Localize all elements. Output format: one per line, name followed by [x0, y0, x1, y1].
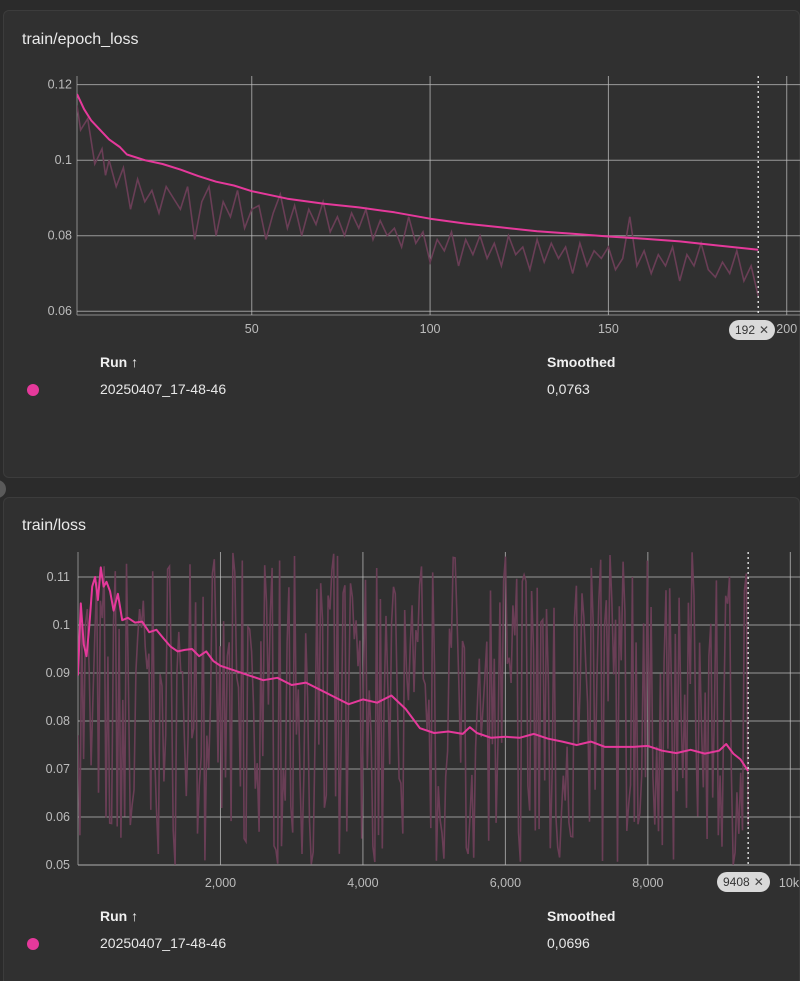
- run-color-dot: [27, 384, 39, 396]
- y-tick-label: 0.06: [46, 810, 70, 824]
- run-name: 20250407_17-48-46: [100, 935, 227, 951]
- y-tick-label: 0.09: [46, 666, 70, 680]
- run-header-label: Run: [100, 354, 128, 370]
- smoothed-value: 0,0763: [547, 381, 590, 397]
- smoothed-value: 0,0696: [547, 935, 590, 951]
- y-tick-label: 0.11: [47, 570, 70, 584]
- x-tick-label: 150: [598, 322, 619, 336]
- y-tick-label: 0.1: [53, 618, 70, 632]
- run-color-dot: [27, 938, 39, 950]
- y-tick-label: 0.08: [46, 714, 70, 728]
- hover-step-pill[interactable]: 192 ✕: [729, 320, 776, 340]
- legend-run-header[interactable]: Run ↑: [100, 354, 138, 370]
- sort-arrow-icon: ↑: [131, 908, 139, 924]
- raw-series-line: [77, 105, 759, 297]
- x-tick-label: 4,000: [347, 876, 378, 890]
- x-tick-label: 2,000: [205, 876, 236, 890]
- x-tick-label: 100: [420, 322, 441, 336]
- run-name: 20250407_17-48-46: [100, 381, 227, 397]
- run-header-label: Run: [100, 908, 128, 924]
- x-tick-label: 6,000: [490, 876, 521, 890]
- smoothed-series-line: [77, 93, 759, 251]
- chart-card-loss: train/loss 0.11 0.1 0.09 0.08 0.07 0.06 0.05 2,…: [3, 497, 800, 981]
- hover-step-value: 192: [735, 323, 756, 337]
- x-tick-label: 50: [245, 322, 259, 336]
- y-tick-label: 0.05: [46, 858, 70, 872]
- y-tick-label: 0.07: [46, 762, 70, 776]
- close-icon[interactable]: ✕: [753, 875, 764, 889]
- legend-smoothed-header: Smoothed: [547, 354, 616, 370]
- chart-title: train/epoch_loss: [22, 31, 139, 48]
- sort-arrow-icon: ↑: [131, 354, 139, 370]
- hover-step-value: 9408: [723, 875, 750, 889]
- close-icon[interactable]: ✕: [759, 323, 770, 337]
- hover-step-pill[interactable]: 9408 ✕: [717, 872, 770, 892]
- chart-title: train/loss: [22, 517, 87, 534]
- panel-resize-handle[interactable]: [0, 480, 6, 498]
- loss-chart[interactable]: 0.11 0.1 0.09 0.08 0.07 0.06 0.05 2,000 4,000 6,0…: [4, 498, 800, 898]
- x-tick-label: 200: [776, 322, 797, 336]
- raw-series-line: [78, 552, 749, 865]
- y-tick-label: 0.06: [48, 304, 72, 318]
- x-tick-label: 8,000: [632, 876, 663, 890]
- x-tick-label: 10k: [779, 876, 800, 890]
- epoch-loss-chart[interactable]: 0.12 0.1 0.08 0.06 50 100 150 200: [4, 11, 800, 341]
- legend-smoothed-header: Smoothed: [547, 908, 616, 924]
- legend-run-header[interactable]: Run ↑: [100, 908, 138, 924]
- smoothed-series-line: [78, 566, 749, 772]
- y-tick-label: 0.08: [48, 229, 72, 243]
- y-tick-label: 0.1: [55, 153, 72, 167]
- chart-card-epoch-loss: train/epoch_loss 0.12 0.1 0.08 0.06 50 100 150…: [3, 10, 800, 478]
- y-tick-label: 0.12: [48, 78, 72, 92]
